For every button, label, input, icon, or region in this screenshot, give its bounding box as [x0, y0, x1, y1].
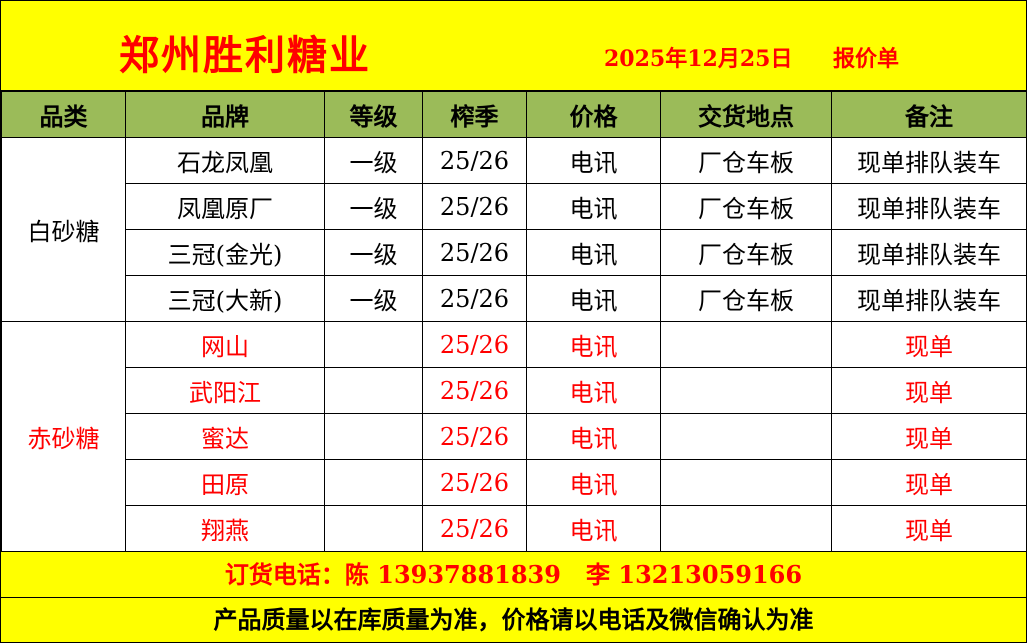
remark-cell: 现单 — [831, 505, 1027, 552]
title-banner: 郑州胜利糖业 2025年12月25日 报价单 — [1, 1, 1026, 91]
category-cell: 白砂糖 — [1, 137, 126, 322]
price-cell: 电讯 — [526, 229, 661, 276]
table-row: 白砂糖 石龙凤凰 一级 25/26 电讯 厂仓车板 现单排队装车 — [1, 137, 1027, 322]
price-cell: 电讯 — [526, 459, 661, 506]
price-table: 品类 品牌 等级 榨季 价格 交货地点 备注 白砂糖 石龙凤凰 一级 25/26 电讯 厂仓车板 现单排… — [1, 91, 1027, 552]
remark-cell: 现单 — [831, 413, 1027, 460]
grade-cell — [324, 321, 423, 368]
category-cell: 赤砂糖 — [1, 321, 126, 552]
grade-cell — [324, 459, 423, 506]
document-type: 报价单 — [833, 46, 900, 72]
delivery-cell — [660, 413, 832, 460]
season-cell: 25/26 — [422, 459, 527, 506]
order-phone: 订货电话：陈 13937881839 李 13213059166 — [1, 551, 1026, 598]
remark-cell: 现单排队装车 — [831, 229, 1027, 276]
delivery-cell: 厂仓车板 — [660, 275, 832, 322]
brand-cell: 武阳江 — [125, 367, 325, 414]
grade-cell: 一级 — [324, 137, 423, 184]
quality-note: 产品质量以在库质量为准，价格请以电话及微信确认为准 — [1, 598, 1026, 642]
price-cell: 电讯 — [526, 183, 661, 230]
table-row: 武阳江 25/26 电讯 现单 — [2, 367, 1027, 414]
delivery-cell — [660, 459, 832, 506]
table-row: 凤凰原厂 一级 25/26 电讯 厂仓车板 现单排队装车 — [2, 183, 1027, 230]
column-header: 价格 — [526, 91, 661, 138]
table-row: 三冠(金光) 一级 25/26 电讯 厂仓车板 现单排队装车 — [2, 229, 1027, 276]
season-cell: 25/26 — [422, 505, 527, 552]
brand-cell: 网山 — [125, 321, 325, 368]
grade-cell: 一级 — [324, 229, 423, 276]
brand-cell: 翔燕 — [125, 505, 325, 552]
grade-cell: 一级 — [324, 183, 423, 230]
price-cell: 电讯 — [526, 137, 661, 184]
price-cell: 电讯 — [526, 367, 661, 414]
remark-cell: 现单排队装车 — [831, 275, 1027, 322]
price-cell: 电讯 — [526, 413, 661, 460]
delivery-cell: 厂仓车板 — [660, 229, 832, 276]
brand-cell: 凤凰原厂 — [125, 183, 325, 230]
brand-cell: 田原 — [125, 459, 325, 506]
column-header: 榨季 — [422, 91, 527, 138]
season-cell: 25/26 — [422, 321, 527, 368]
table-row: 赤砂糖 网山 25/26 电讯 现单 — [1, 321, 1027, 552]
table-row: 蜜达 25/26 电讯 现单 — [2, 413, 1027, 460]
grade-cell — [324, 367, 423, 414]
remark-cell: 现单 — [831, 321, 1027, 368]
delivery-cell — [660, 367, 832, 414]
column-header: 备注 — [831, 91, 1027, 138]
price-cell: 电讯 — [526, 505, 661, 552]
delivery-cell: 厂仓车板 — [660, 137, 832, 184]
remark-cell: 现单排队装车 — [831, 137, 1027, 184]
season-cell: 25/26 — [422, 229, 527, 276]
company-title: 郑州胜利糖业 — [119, 32, 371, 79]
price-cell: 电讯 — [526, 321, 661, 368]
season-cell: 25/26 — [422, 275, 527, 322]
column-header: 品类 — [1, 91, 126, 138]
column-header: 交货地点 — [660, 91, 832, 138]
table-row: 三冠(大新) 一级 25/26 电讯 厂仓车板 现单排队装车 — [2, 275, 1027, 322]
brand-cell: 三冠(金光) — [125, 229, 325, 276]
remark-cell: 现单 — [831, 459, 1027, 506]
price-cell: 电讯 — [526, 275, 661, 322]
delivery-cell — [660, 505, 832, 552]
table-row: 翔燕 25/26 电讯 现单 — [2, 505, 1027, 552]
brand-cell: 蜜达 — [125, 413, 325, 460]
remark-cell: 现单 — [831, 367, 1027, 414]
column-header: 品牌 — [125, 91, 325, 138]
brand-cell: 石龙凤凰 — [125, 137, 325, 184]
season-cell: 25/26 — [422, 137, 527, 184]
delivery-cell: 厂仓车板 — [660, 183, 832, 230]
quote-date: 2025年12月25日 — [604, 46, 793, 72]
column-header: 等级 — [324, 91, 423, 138]
brand-cell: 三冠(大新) — [125, 275, 325, 322]
grade-cell: 一级 — [324, 275, 423, 322]
grade-cell — [324, 413, 423, 460]
season-cell: 25/26 — [422, 183, 527, 230]
season-cell: 25/26 — [422, 413, 527, 460]
header-row: 品类 品牌 等级 榨季 价格 交货地点 备注 — [1, 91, 1027, 138]
remark-cell: 现单排队装车 — [831, 183, 1027, 230]
table-row: 田原 25/26 电讯 现单 — [2, 459, 1027, 506]
season-cell: 25/26 — [422, 367, 527, 414]
delivery-cell — [660, 321, 832, 368]
grade-cell — [324, 505, 423, 552]
